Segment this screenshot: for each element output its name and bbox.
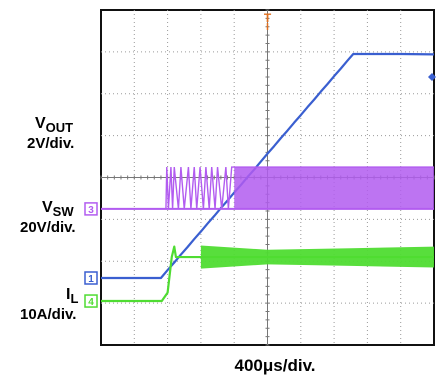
trigger-marker: T xyxy=(264,11,272,25)
traces xyxy=(101,52,435,303)
vout-channel-marker xyxy=(84,271,98,285)
vout-label: VOUT xyxy=(35,115,73,137)
vout-trace xyxy=(101,52,435,280)
vsw-channel-number: 3 xyxy=(88,205,94,216)
vout-channel-number: 1 xyxy=(88,274,94,285)
vout-subscript: OUT xyxy=(45,120,74,135)
il-label: IL xyxy=(66,286,78,308)
il-scale: 10A/div. xyxy=(20,306,77,323)
il-subscript: L xyxy=(70,291,79,306)
level-marker-icon xyxy=(428,73,436,81)
vout-symbol: V xyxy=(35,115,46,132)
vout-scale: 2V/div. xyxy=(27,135,75,152)
vsw-label: VSW xyxy=(42,199,74,221)
vsw-scale: 20V/div. xyxy=(20,219,76,236)
timebase-label: 400μs/div. xyxy=(234,356,316,375)
il-channel-number: 4 xyxy=(88,297,94,308)
vsw-channel-marker xyxy=(84,202,98,216)
il-channel-marker xyxy=(84,294,98,308)
il-ripple-band xyxy=(200,245,434,269)
channel-markers: 1 3 4 T xyxy=(84,11,436,308)
vsw-symbol: V xyxy=(42,199,53,216)
il-symbol: I xyxy=(66,286,71,303)
vsw-switching-band xyxy=(234,167,434,209)
vsw-subscript: SW xyxy=(52,204,74,219)
